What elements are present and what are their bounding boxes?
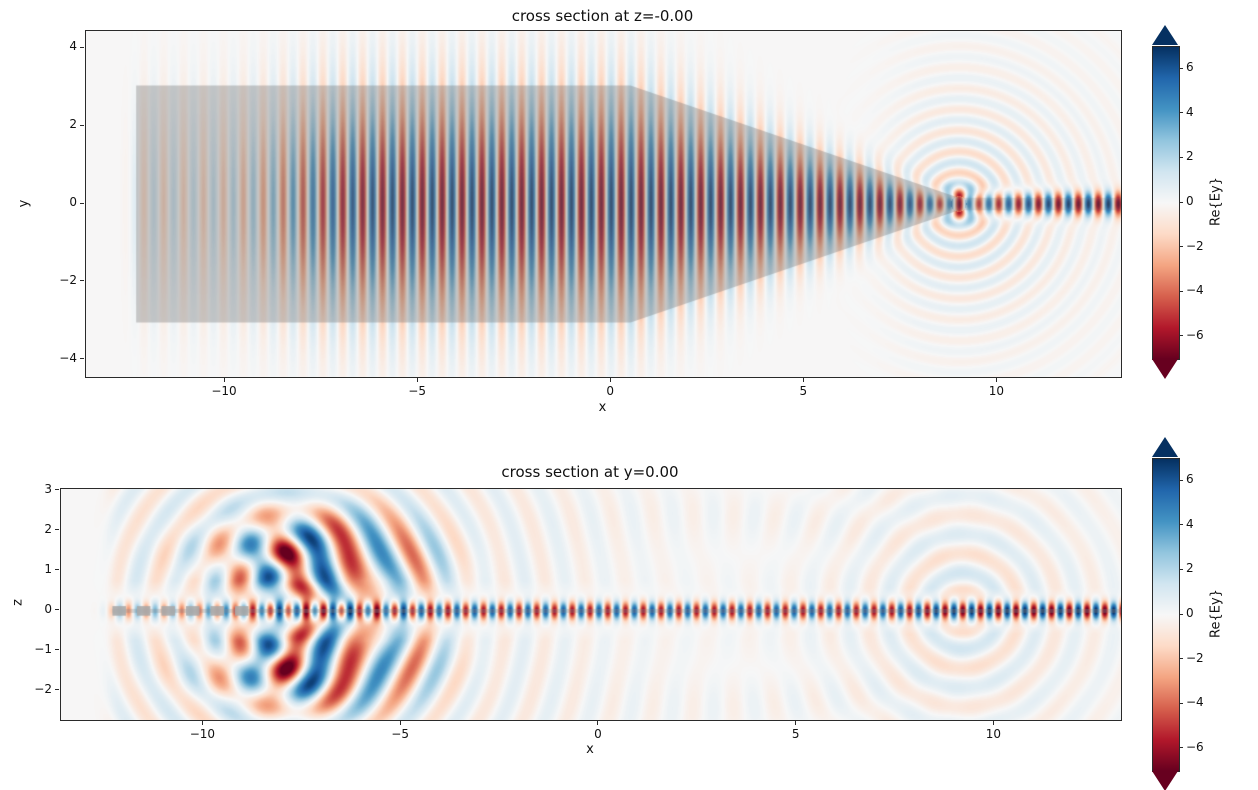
plot-0-ylabel: y [16,199,32,208]
colorbar-tick-label: 2 [1186,561,1194,576]
plot-0-xlabel: x [598,400,607,415]
colorbar-tick-label: 0 [1186,606,1194,620]
x-tick-label: −5 [391,727,409,741]
colorbar-tick-label: 2 [1186,149,1194,164]
y-tick-mark [55,529,59,531]
y-tick-mark [80,46,84,48]
y-tick-label: 1 [44,561,52,576]
x-tick-mark [597,721,599,725]
colorbar-tick-label: −2 [1186,650,1204,665]
colorbar-tick-mark [1179,747,1183,749]
colorbar-tick-mark [1179,524,1183,526]
y-tick-label: 3 [44,481,52,496]
y-tick-mark [80,280,84,282]
y-tick-label: 0 [69,195,77,209]
colorbar-tick-mark [1179,702,1183,704]
x-tick-label: −10 [189,727,216,741]
y-tick-label: 2 [44,521,52,536]
colorbar-tick-label: 6 [1186,60,1194,75]
y-tick-label: −2 [34,681,52,696]
plot-0-frame [85,30,1122,378]
colorbar-0-over-arrow-icon [1152,25,1178,45]
colorbar-tick-label: −4 [1186,283,1204,298]
colorbar-tick-mark [1179,201,1183,203]
x-tick-label: −5 [408,384,426,398]
x-tick-label: 0 [606,384,615,398]
y-tick-mark [55,649,59,651]
x-tick-mark [399,721,401,725]
colorbar-tick-mark [1179,67,1183,69]
y-tick-label: 0 [44,601,52,616]
colorbar-tick-label: −6 [1186,739,1204,754]
y-tick-label: 4 [69,39,77,54]
colorbar-tick-mark [1179,479,1183,481]
colorbar-tick-label: 6 [1186,472,1194,487]
colorbar-tick-mark [1179,290,1183,292]
x-tick-mark [609,378,611,382]
y-tick-mark [55,609,59,611]
colorbar-tick-label: 0 [1186,194,1194,208]
plot-1-heatmap [61,489,1121,720]
y-tick-mark [80,358,84,359]
x-tick-mark [201,721,203,725]
colorbar-tick-label: −2 [1186,238,1204,253]
colorbar-1 [1152,458,1180,772]
plot-1-frame [60,488,1122,721]
colorbar-1-under-arrow-icon [1152,771,1178,790]
colorbar-tick-label: −4 [1186,695,1204,710]
colorbar-tick-mark [1179,568,1183,570]
y-tick-mark [80,124,84,126]
colorbar-tick-label: 4 [1186,516,1194,531]
x-tick-mark [995,378,997,382]
y-tick-mark [80,202,84,204]
colorbar-tick-mark [1179,246,1183,248]
colorbar-0 [1152,46,1180,360]
plot-1-title: cross section at y=0.00 [501,463,679,481]
y-tick-label: −2 [59,272,77,287]
x-tick-mark [802,378,804,382]
colorbar-tick-mark [1179,658,1183,660]
y-tick-label: 2 [69,117,77,132]
plot-1-xlabel: x [586,742,594,757]
colorbar-tick-label: −6 [1186,327,1204,342]
x-tick-mark [223,378,225,382]
colorbar-1-over-arrow-icon [1152,437,1178,457]
colorbar-tick-label: 4 [1186,104,1194,119]
y-tick-mark [55,689,59,691]
x-tick-mark [795,721,797,725]
x-tick-label: 10 [985,727,1002,741]
x-tick-label: 0 [594,727,602,741]
colorbar-tick-mark [1179,613,1183,615]
colorbar-tick-mark [1179,112,1183,114]
plot-0-title: cross section at z=-0.00 [511,7,694,25]
x-tick-label: 5 [799,384,808,398]
x-tick-label: −10 [211,384,237,398]
y-tick-label: −1 [34,641,52,656]
colorbar-tick-mark [1179,335,1183,337]
y-tick-mark [55,569,59,571]
x-tick-mark [416,378,418,382]
plot-0-heatmap [86,31,1121,377]
x-tick-label: 10 [988,384,1005,398]
colorbar-tick-mark [1179,156,1183,158]
x-tick-mark [992,721,994,725]
y-tick-mark [55,489,59,491]
colorbar-0-under-arrow-icon [1152,359,1178,379]
x-tick-label: 5 [791,727,800,741]
y-tick-label: −4 [59,350,77,365]
